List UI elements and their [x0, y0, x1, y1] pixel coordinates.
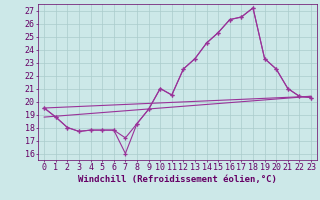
X-axis label: Windchill (Refroidissement éolien,°C): Windchill (Refroidissement éolien,°C) [78, 175, 277, 184]
